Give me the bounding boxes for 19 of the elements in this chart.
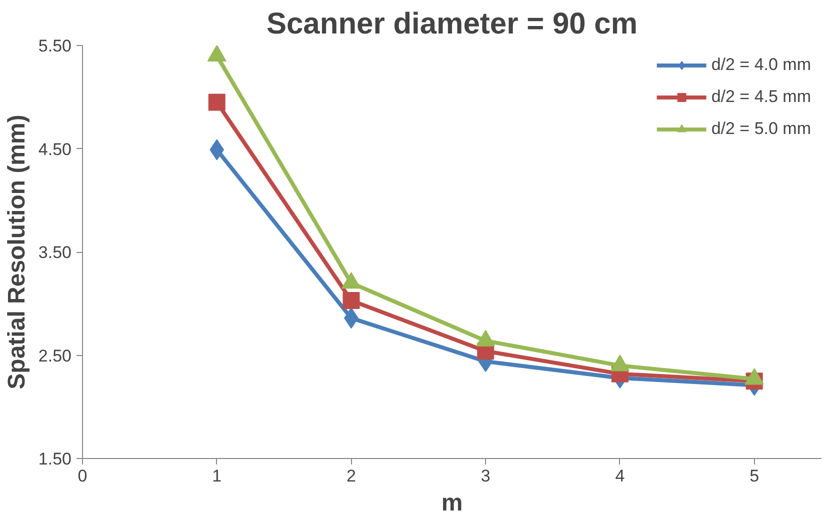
y-tick-label: 2.50 <box>38 346 72 366</box>
legend-label: d/2 = 4.0 mm <box>711 55 811 75</box>
x-axis-title: m <box>441 490 463 516</box>
y-axis-title: Spatial Resolution (mm) <box>3 114 30 390</box>
x-tick-label: 2 <box>346 466 356 486</box>
x-tick-label: 4 <box>615 466 625 486</box>
x-tick-label: 5 <box>750 466 760 486</box>
chart-title: Scanner diameter = 90 cm <box>266 8 638 40</box>
x-tick-label: 3 <box>480 466 490 486</box>
point <box>342 292 360 310</box>
y-tick-label: 3.50 <box>38 243 72 262</box>
legend-label: d/2 = 5.0 mm <box>711 119 811 139</box>
x-tick-label: 0 <box>78 466 88 486</box>
point <box>208 94 226 111</box>
y-tick-label: 5.50 <box>38 36 72 56</box>
legend-label: d/2 = 4.5 mm <box>711 87 811 107</box>
y-tick-label: 1.50 <box>38 450 72 468</box>
y-tick-label: 4.50 <box>38 140 72 159</box>
x-tick-label: 1 <box>212 466 222 486</box>
